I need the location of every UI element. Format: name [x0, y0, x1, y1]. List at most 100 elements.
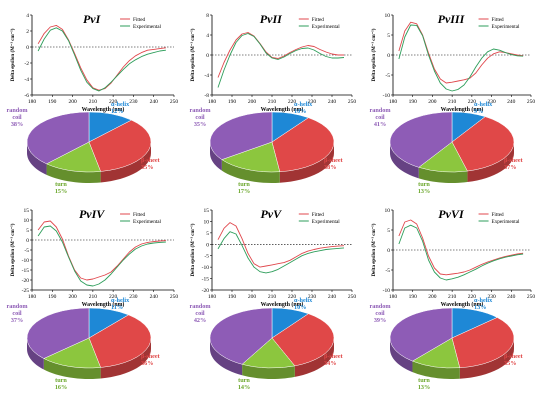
x-tick-label: 200: [428, 294, 437, 300]
x-axis-label: Wavelength (nm): [82, 301, 125, 308]
x-tick-label: 240: [328, 99, 337, 105]
line-chart-3: 180 190 200 210 220 230 240 250 -10 -5 0 5 10 Wavelen…: [371, 12, 535, 113]
series-experimental: [217, 33, 345, 88]
pie-label-turn: turn 13%: [418, 181, 431, 195]
pie-chart-3: α-helix 9% β-sheet 37% turn 13% random coil 41%: [370, 101, 524, 195]
legend-label: Fitted: [312, 212, 325, 218]
pie-slice-random-coil: [209, 111, 273, 160]
pie-chart-1: α-helix 12% β-sheet 35% turn 15% random coil 38%: [7, 101, 161, 195]
pie-label-line: random: [370, 303, 392, 310]
y-tick-label: -4: [204, 73, 209, 79]
pie-side-turn: [418, 167, 468, 183]
y-tick-label: 4: [26, 13, 29, 19]
pie-label-line: turn: [55, 181, 67, 188]
pie-label-β-sheet: β-sheet 37%: [504, 157, 524, 171]
x-tick-label: 250: [527, 99, 536, 105]
y-tick-label: -25: [22, 288, 30, 294]
x-tick-label: 240: [507, 99, 516, 105]
series-experimental: [217, 231, 345, 274]
pie-label-line: β-sheet: [504, 353, 524, 360]
y-axis-label: Delta epsilon (M⁻¹ cm⁻¹): [190, 223, 196, 276]
panel-title: PvI: [83, 12, 102, 26]
pie-slice-random-coil: [26, 307, 90, 359]
x-tick-label: 180: [28, 99, 37, 105]
pie-label-line: 13%: [418, 188, 430, 195]
x-tick-label: 210: [448, 294, 457, 300]
line-chart-6: 180 190 200 210 220 230 240 250 -10 -5 0 5 10 Wavelen…: [371, 207, 535, 308]
pie-label-line: 38%: [324, 164, 336, 171]
x-tick-label: 220: [109, 294, 118, 300]
pie-label-line: coil: [12, 114, 22, 121]
x-tick-label: 210: [268, 294, 277, 300]
pie-label-line: 15%: [55, 188, 67, 195]
y-tick-label: -5: [385, 268, 390, 274]
pie-side-turn: [43, 358, 101, 379]
pie-side-β-sheet: [459, 338, 514, 379]
pie-label-line: α-helix: [474, 101, 493, 108]
y-tick-label: 10: [385, 208, 391, 214]
pie-side-β-sheet: [100, 142, 151, 183]
legend-label: Experimental: [312, 219, 341, 225]
x-tick-label: 210: [89, 99, 98, 105]
legend-label: Fitted: [492, 212, 505, 218]
y-tick-label: 15: [24, 208, 30, 214]
y-axis-label: Delta epsilon (M⁻¹ cm⁻¹): [190, 28, 196, 81]
pie-label-line: random: [190, 107, 212, 114]
pie-label-line: turn: [55, 377, 67, 384]
x-tick-label: 210: [89, 294, 98, 300]
x-tick-label: 190: [409, 99, 418, 105]
x-axis-label: Wavelength (nm): [82, 106, 125, 113]
pie-label-line: 9%: [474, 108, 483, 115]
x-tick-label: 230: [308, 294, 317, 300]
x-tick-label: 250: [170, 99, 179, 105]
pie-label-β-sheet: β-sheet 34%: [324, 353, 344, 367]
y-tick-label: -2: [24, 61, 29, 67]
pie-label-random-coil: random coil 35%: [190, 107, 212, 128]
pie-slice-β-sheet: [451, 116, 515, 172]
y-tick-label: -15: [22, 268, 30, 274]
x-tick-label: 200: [428, 99, 437, 105]
x-tick-label: 230: [129, 294, 138, 300]
x-tick-label: 230: [487, 294, 496, 300]
x-tick-label: 250: [527, 294, 536, 300]
x-tick-label: 190: [48, 294, 57, 300]
pie-slice-random-coil: [389, 307, 453, 362]
x-tick-label: 180: [208, 294, 217, 300]
pie-label-line: coil: [375, 310, 385, 317]
series-fitted: [398, 219, 524, 276]
series-fitted: [217, 32, 344, 78]
series-fitted: [37, 220, 166, 281]
legend-label: Fitted: [492, 17, 505, 23]
y-tick-label: -20: [22, 278, 30, 284]
y-tick-label: 10: [385, 13, 391, 19]
pie-chart-5: α-helix 10% β-sheet 34% turn 14% random coil 42%: [190, 297, 344, 391]
line-chart-2: 180 190 200 210 220 230 240 250 -8 -4 0 4 8 Wavelengt…: [190, 12, 356, 113]
y-tick-label: -20: [202, 288, 210, 294]
pie-label-β-sheet: β-sheet 36%: [141, 353, 161, 367]
pie-label-line: 37%: [11, 317, 23, 324]
pie-label-line: β-sheet: [141, 353, 161, 360]
y-tick-label: 5: [206, 231, 209, 237]
x-tick-label: 230: [308, 99, 317, 105]
y-tick-label: -5: [24, 248, 29, 254]
legend-label: Experimental: [312, 24, 341, 30]
legend-label: Experimental: [133, 24, 162, 30]
y-tick-label: 0: [26, 238, 29, 244]
pie-label-random-coil: random coil 38%: [7, 107, 29, 128]
x-tick-label: 190: [228, 294, 237, 300]
pie-label-line: α-helix: [111, 101, 130, 108]
pie-label-line: turn: [238, 181, 250, 188]
pie-label-α-helix: α-helix 11%: [111, 297, 130, 311]
x-tick-label: 190: [228, 99, 237, 105]
x-axis-label: Wavelength (nm): [441, 301, 484, 308]
pie-label-β-sheet: β-sheet 35%: [504, 353, 524, 367]
pie-label-line: random: [190, 303, 212, 310]
x-tick-label: 250: [348, 294, 357, 300]
series-fitted: [217, 222, 345, 268]
pie-side-β-sheet: [294, 338, 334, 377]
y-tick-label: 0: [206, 242, 209, 248]
pie-slice-β-sheet: [271, 313, 335, 367]
pie-label-β-sheet: β-sheet 38%: [324, 157, 344, 171]
pie-label-line: α-helix: [474, 297, 493, 304]
pie-slice-random-coil: [389, 111, 453, 168]
